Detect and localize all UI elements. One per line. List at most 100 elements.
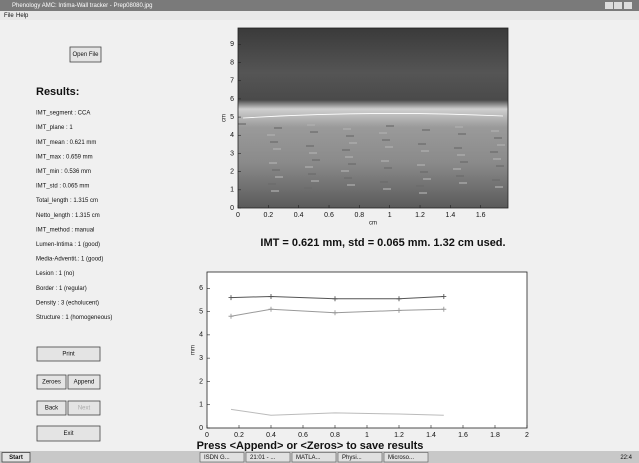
task-label[interactable]: 21:01 - ... bbox=[250, 455, 276, 461]
x-tick-label: 0.2 bbox=[263, 212, 273, 219]
start-label[interactable]: Start bbox=[9, 455, 23, 461]
marker bbox=[332, 310, 338, 316]
plot-area bbox=[207, 272, 527, 428]
speckle bbox=[417, 164, 425, 166]
x-tick-label: 1 bbox=[388, 212, 392, 219]
task-label[interactable]: MATLA... bbox=[296, 455, 321, 461]
result-item: Netto_length : 1.315 cm bbox=[36, 213, 100, 219]
speckle bbox=[309, 152, 317, 154]
task-button[interactable] bbox=[291, 452, 337, 463]
speckle bbox=[341, 170, 349, 172]
speckle bbox=[267, 134, 275, 136]
speckle bbox=[343, 128, 351, 130]
task-label[interactable]: Microso... bbox=[388, 455, 414, 461]
task-button[interactable] bbox=[337, 452, 383, 463]
speckle bbox=[494, 137, 502, 139]
speckle bbox=[457, 154, 465, 156]
exit-button[interactable]: Exit bbox=[36, 425, 101, 442]
y-tick-label: 5 bbox=[199, 308, 203, 315]
window-controls[interactable] bbox=[605, 2, 632, 9]
button-label[interactable]: Back bbox=[45, 406, 59, 412]
task-label[interactable]: ISDN G... bbox=[204, 455, 230, 461]
task-list: ISDN G... 21:01 - ... MATLA... Physi... Micr… bbox=[199, 452, 429, 463]
x-tick-label: 0.2 bbox=[234, 432, 244, 439]
x-tick-label: 0.8 bbox=[330, 432, 340, 439]
x-tick-label: 1.2 bbox=[415, 212, 425, 219]
result-item: Lesion : 1 (no) bbox=[36, 271, 74, 277]
speckle bbox=[420, 171, 428, 173]
speckle bbox=[419, 192, 427, 194]
y-tick-label: 4 bbox=[199, 332, 203, 339]
x-tick-label: 0 bbox=[236, 212, 240, 219]
result-item: IMT_mean : 0.621 mm bbox=[36, 140, 96, 146]
speckle bbox=[418, 143, 426, 145]
marker bbox=[228, 295, 234, 301]
speckle bbox=[382, 139, 390, 141]
menu-item[interactable]: Help bbox=[16, 13, 29, 19]
speckle bbox=[349, 142, 357, 144]
results-list: IMT_segment : CCA IMT_plane : 1 IMT_mean :… bbox=[36, 111, 112, 321]
button-label[interactable]: Zeroes bbox=[42, 380, 61, 386]
x-tick-label: 0 bbox=[205, 432, 209, 439]
y-tick-label: 0 bbox=[230, 205, 234, 212]
result-item: Density : 3 (echolucent) bbox=[36, 300, 99, 306]
speckle bbox=[459, 182, 467, 184]
wall-contour bbox=[242, 113, 504, 119]
task-label[interactable]: Physi... bbox=[342, 455, 362, 461]
speckle bbox=[379, 132, 387, 134]
button-label[interactable]: Exit bbox=[63, 431, 73, 437]
close[interactable] bbox=[624, 2, 632, 9]
plots: 0 0.2 0.4 0.6 0.8 1 1.2 1.4 1.6 0 1 2 3 4 5 6 7 8 9 cm cm IMT… bbox=[191, 27, 529, 439]
button-label[interactable]: Open File bbox=[72, 52, 99, 58]
speckle bbox=[493, 158, 501, 160]
speckle bbox=[346, 135, 354, 137]
y-tick-label: 5 bbox=[230, 114, 234, 121]
speckle bbox=[274, 127, 282, 129]
start-button[interactable]: Start bbox=[1, 452, 31, 463]
task-button[interactable] bbox=[383, 452, 429, 463]
y-tick-label: 9 bbox=[230, 41, 234, 48]
speckle bbox=[308, 173, 316, 175]
speckle bbox=[273, 148, 281, 150]
open-button[interactable]: Open File bbox=[69, 46, 102, 63]
minimize[interactable] bbox=[605, 2, 613, 9]
x-tick-label: 1 bbox=[365, 432, 369, 439]
append-button[interactable]: Append bbox=[67, 374, 101, 390]
speckle bbox=[381, 160, 389, 162]
button-label[interactable]: Append bbox=[74, 380, 95, 386]
marker bbox=[396, 307, 402, 313]
y-tick-label: 3 bbox=[230, 150, 234, 157]
speckle bbox=[453, 168, 461, 170]
speckle bbox=[344, 177, 352, 179]
menu-bar bbox=[0, 11, 639, 20]
ultrasound-image bbox=[238, 28, 508, 208]
zeroes-button[interactable]: Zeroes bbox=[36, 374, 67, 390]
y-tick-label: 6 bbox=[230, 96, 234, 103]
speckle bbox=[268, 183, 276, 185]
print-button[interactable]: Print bbox=[36, 346, 101, 362]
speckle bbox=[383, 188, 391, 190]
speckle bbox=[269, 162, 277, 164]
task-button[interactable] bbox=[199, 452, 245, 463]
y-tick-label: 2 bbox=[199, 378, 203, 385]
next-button: Next bbox=[67, 400, 101, 416]
y-tick-label: 8 bbox=[230, 59, 234, 66]
speckle bbox=[275, 176, 283, 178]
button-label: Next bbox=[78, 406, 91, 412]
speckle bbox=[306, 145, 314, 147]
speckle bbox=[271, 190, 279, 192]
speckle bbox=[497, 144, 505, 146]
menu-item[interactable]: File bbox=[4, 13, 14, 19]
back-button[interactable]: Back bbox=[36, 400, 67, 416]
maximize[interactable] bbox=[614, 2, 622, 9]
y-tick-label: 7 bbox=[230, 78, 234, 85]
button-label[interactable]: Print bbox=[62, 352, 75, 358]
result-item: IMT_method : manual bbox=[36, 227, 94, 233]
task-button[interactable] bbox=[245, 452, 291, 463]
marker bbox=[268, 293, 274, 299]
status-text: Press <Append> or <Zeros> to save result… bbox=[197, 440, 424, 452]
result-item: IMT_plane : 1 bbox=[36, 125, 73, 131]
window-title: Phenology AMC: Intima-Wall tracker - Pre… bbox=[12, 3, 153, 9]
axes-frame bbox=[237, 27, 509, 209]
speckle bbox=[386, 125, 394, 127]
